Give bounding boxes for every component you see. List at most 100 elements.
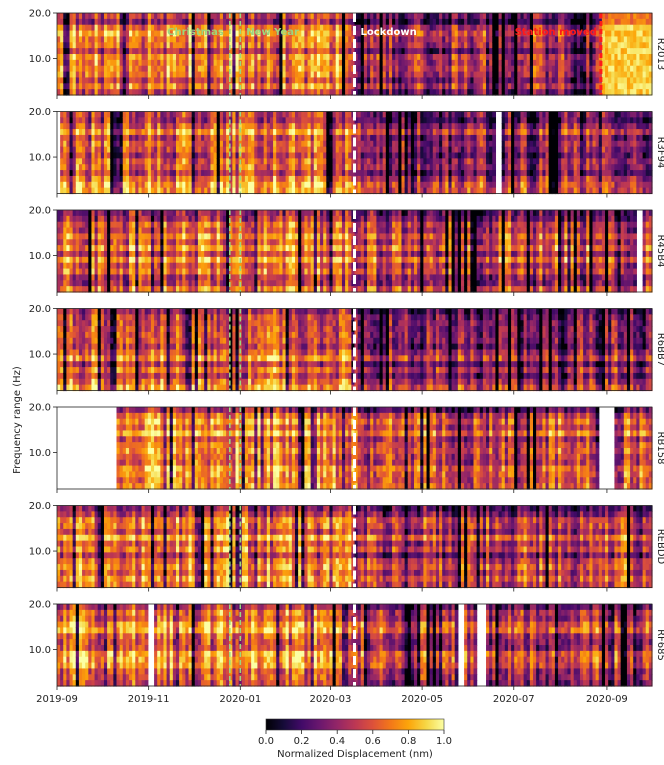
heatmap-cell bbox=[132, 134, 136, 142]
heatmap-cell bbox=[385, 187, 390, 195]
heatmap-cell bbox=[382, 134, 387, 142]
heatmap-cell bbox=[467, 89, 471, 96]
heatmap-cell bbox=[150, 83, 155, 90]
heatmap-cell bbox=[213, 18, 218, 26]
heatmap-cell bbox=[172, 152, 177, 159]
heatmap-cell bbox=[545, 30, 550, 38]
heatmap-cell bbox=[263, 158, 268, 165]
heatmap-cell bbox=[97, 181, 102, 189]
heatmap-cell bbox=[373, 181, 378, 189]
heatmap-cell bbox=[91, 140, 96, 148]
heatmap-cell bbox=[504, 170, 509, 177]
heatmap-cell bbox=[520, 59, 525, 67]
heatmap-cell bbox=[110, 59, 114, 67]
heatmap-cell bbox=[423, 158, 428, 165]
heatmap-cell bbox=[460, 181, 465, 189]
heatmap-cell bbox=[291, 158, 296, 165]
heatmap-cell bbox=[97, 134, 102, 142]
heatmap-cell bbox=[360, 129, 365, 136]
heatmap-cell bbox=[548, 134, 553, 142]
heatmap-cell bbox=[551, 83, 556, 90]
heatmap-cell bbox=[172, 24, 177, 32]
heatmap-cell bbox=[157, 54, 161, 61]
heatmap-cell bbox=[395, 13, 399, 20]
heatmap-cell bbox=[432, 59, 437, 67]
heatmap-cell bbox=[132, 164, 136, 171]
heatmap-cell bbox=[204, 170, 208, 177]
heatmap-cell bbox=[451, 164, 456, 171]
heatmap-cell bbox=[282, 30, 287, 38]
heatmap-cell bbox=[470, 181, 475, 189]
heatmap-cell bbox=[351, 146, 356, 154]
heatmap-cell bbox=[426, 158, 431, 165]
heatmap-cell bbox=[363, 170, 368, 177]
heatmap-cell bbox=[526, 158, 531, 165]
heatmap-cell bbox=[435, 152, 440, 159]
heatmap-cell bbox=[445, 48, 450, 55]
heatmap-cell bbox=[166, 164, 171, 171]
heatmap-cell bbox=[291, 170, 296, 177]
heatmap-cell bbox=[558, 117, 562, 124]
heatmap-cell bbox=[536, 129, 540, 136]
heatmap-cell bbox=[326, 129, 331, 136]
heatmap-cell bbox=[185, 140, 190, 148]
heatmap-cell bbox=[132, 152, 136, 159]
heatmap-cell bbox=[110, 77, 114, 84]
heatmap-cell bbox=[201, 18, 205, 26]
heatmap-cell bbox=[160, 158, 165, 165]
heatmap-cell bbox=[601, 83, 606, 90]
heatmap-cell bbox=[191, 111, 196, 118]
heatmap-cell bbox=[645, 48, 650, 55]
heatmap-cell bbox=[445, 59, 450, 67]
heatmap-cell bbox=[248, 71, 252, 79]
heatmap-cell bbox=[295, 48, 299, 55]
heatmap-cell bbox=[561, 65, 565, 73]
heatmap-cell bbox=[304, 175, 309, 183]
heatmap-cell bbox=[385, 77, 390, 84]
heatmap-cell bbox=[72, 111, 77, 118]
heatmap-cell bbox=[401, 13, 406, 20]
heatmap-cell bbox=[226, 24, 230, 32]
heatmap-cell bbox=[132, 36, 136, 43]
heatmap-cell bbox=[363, 59, 368, 67]
heatmap-cell bbox=[523, 129, 528, 136]
heatmap-cell bbox=[254, 30, 259, 38]
heatmap-cell bbox=[623, 48, 628, 55]
heatmap-cell bbox=[473, 59, 478, 67]
heatmap-cell bbox=[335, 48, 340, 55]
heatmap-cell bbox=[417, 42, 421, 49]
heatmap-cell bbox=[75, 59, 80, 67]
heatmap-cell bbox=[169, 140, 174, 148]
heatmap-cell bbox=[147, 111, 152, 118]
heatmap-cell bbox=[210, 181, 215, 189]
heatmap-cell bbox=[100, 152, 105, 159]
heatmap-cell bbox=[132, 18, 136, 26]
heatmap-cell bbox=[185, 42, 190, 49]
heatmap-cell bbox=[150, 30, 155, 38]
heatmap-cell bbox=[213, 83, 218, 90]
heatmap-cell bbox=[448, 65, 453, 73]
heatmap-cell bbox=[376, 54, 381, 61]
heatmap-cell bbox=[182, 83, 186, 90]
heatmap-cell bbox=[154, 111, 158, 118]
heatmap-cell bbox=[226, 158, 230, 165]
heatmap-cell bbox=[132, 71, 136, 79]
heatmap-cell bbox=[310, 117, 315, 124]
heatmap-cell bbox=[323, 30, 327, 38]
heatmap-cell bbox=[410, 54, 415, 61]
heatmap-cell bbox=[561, 36, 565, 43]
heatmap-cell bbox=[135, 187, 140, 195]
heatmap-cell bbox=[460, 42, 465, 49]
heatmap-cell bbox=[435, 187, 440, 195]
heatmap-cell bbox=[273, 152, 277, 159]
heatmap-cell bbox=[479, 158, 484, 165]
heatmap-cell bbox=[157, 170, 161, 177]
heatmap-cell bbox=[201, 170, 205, 177]
heatmap-cell bbox=[182, 59, 186, 67]
heatmap-cell bbox=[269, 36, 274, 43]
heatmap-cell bbox=[504, 146, 509, 154]
heatmap-cell bbox=[370, 158, 374, 165]
heatmap-cell bbox=[135, 83, 140, 90]
heatmap-cell bbox=[72, 140, 77, 148]
heatmap-cell bbox=[605, 48, 609, 55]
